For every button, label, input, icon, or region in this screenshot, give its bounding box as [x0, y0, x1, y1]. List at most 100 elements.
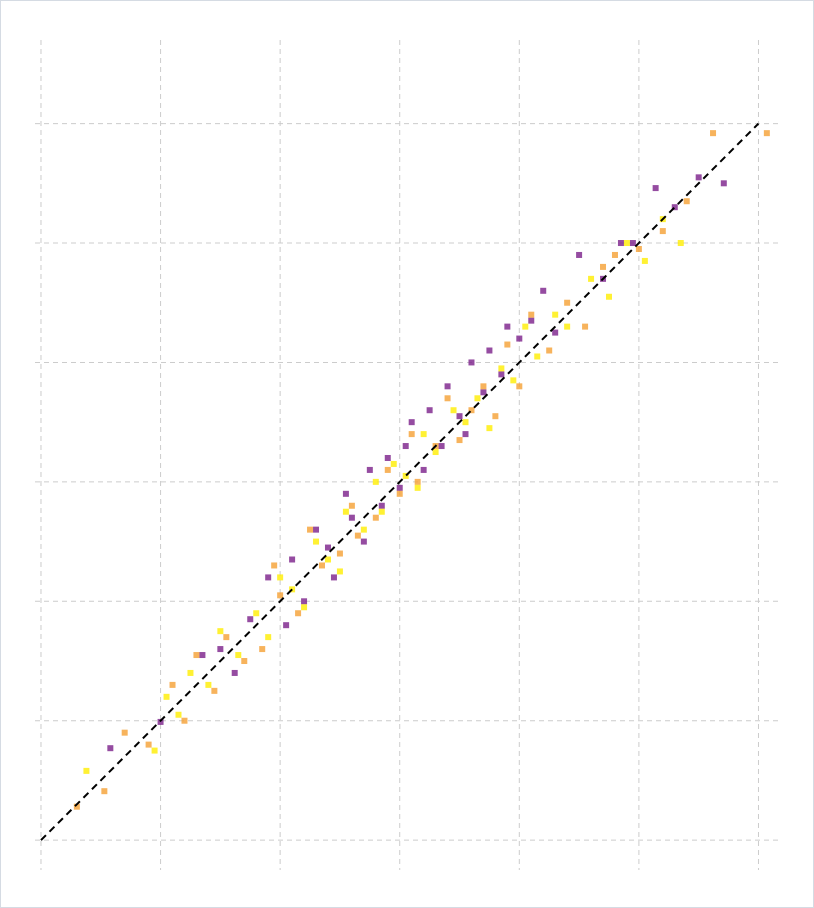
point [217, 628, 224, 635]
point [378, 502, 385, 509]
point [253, 610, 260, 617]
point [354, 532, 361, 539]
point [265, 634, 272, 641]
point [277, 592, 284, 599]
point [73, 803, 80, 810]
point [432, 449, 439, 456]
point [402, 472, 409, 479]
point [235, 652, 242, 659]
point [396, 484, 403, 491]
point [552, 311, 559, 318]
point [414, 484, 421, 491]
point [480, 389, 487, 396]
point [187, 669, 194, 676]
point [175, 711, 182, 718]
point [259, 646, 266, 653]
point [247, 616, 254, 623]
point [462, 419, 469, 426]
point [307, 526, 314, 533]
point [623, 240, 630, 247]
point [600, 263, 607, 270]
point [720, 180, 727, 187]
point [468, 407, 475, 414]
point [366, 466, 373, 473]
point [486, 347, 493, 354]
point [360, 538, 367, 545]
point [763, 130, 770, 137]
point [217, 646, 224, 653]
point [611, 251, 618, 258]
point [402, 443, 409, 450]
point [390, 460, 397, 467]
point [360, 526, 367, 533]
point [107, 745, 114, 752]
point [318, 562, 325, 569]
point [324, 544, 331, 551]
point [438, 443, 445, 450]
point [564, 323, 571, 330]
point [426, 407, 433, 414]
point [378, 508, 385, 515]
point [474, 395, 481, 402]
point [498, 365, 505, 372]
point [504, 341, 511, 348]
point [540, 287, 547, 294]
point [510, 377, 517, 384]
point [480, 383, 487, 390]
point [710, 130, 717, 137]
point [522, 323, 529, 330]
point [301, 604, 308, 611]
point [271, 562, 278, 569]
point [528, 311, 535, 318]
point [348, 502, 355, 509]
point [677, 240, 684, 247]
point [528, 317, 535, 324]
point [295, 610, 302, 617]
point [641, 257, 648, 264]
point [498, 371, 505, 378]
point [396, 490, 403, 497]
point [211, 687, 218, 694]
point [342, 490, 349, 497]
point [342, 508, 349, 515]
point [605, 293, 612, 300]
point [420, 431, 427, 438]
point [205, 681, 212, 688]
point [163, 693, 170, 700]
point [617, 240, 624, 247]
point [348, 514, 355, 521]
point [635, 245, 642, 252]
point [683, 198, 690, 205]
point [671, 204, 678, 211]
point [223, 634, 230, 641]
point [277, 574, 284, 581]
point [516, 383, 523, 390]
point [324, 556, 331, 563]
point [582, 323, 589, 330]
point [588, 275, 595, 282]
point [414, 478, 421, 485]
point [336, 550, 343, 557]
point [534, 353, 541, 360]
reference-line [40, 122, 760, 841]
point [83, 767, 90, 774]
point [420, 466, 427, 473]
point [283, 622, 290, 629]
point [659, 228, 666, 235]
point [486, 425, 493, 432]
point [313, 538, 320, 545]
point [408, 431, 415, 438]
point [652, 185, 659, 192]
point [462, 431, 469, 438]
point [576, 251, 583, 258]
point [408, 419, 415, 426]
point [444, 395, 451, 402]
point [265, 574, 272, 581]
point [181, 717, 188, 724]
point [516, 335, 523, 342]
point [372, 478, 379, 485]
point [384, 454, 391, 461]
point [468, 359, 475, 366]
